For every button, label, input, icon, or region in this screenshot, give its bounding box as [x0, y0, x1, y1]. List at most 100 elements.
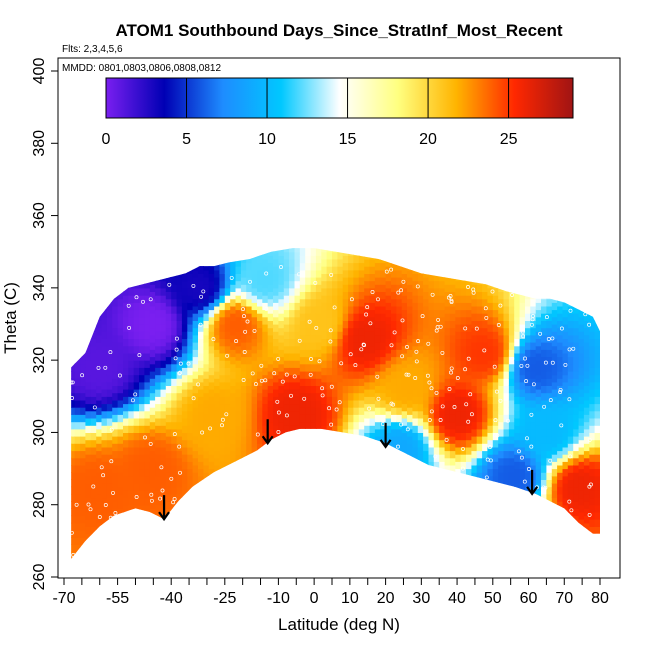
heatmap-cell [466, 418, 472, 426]
heatmap-cell [64, 400, 70, 408]
heatmap-cell [165, 457, 172, 466]
heatmap-cell [251, 381, 258, 390]
heatmap-cell [385, 403, 392, 412]
x-tick-label: -10 [267, 590, 290, 607]
heatmap-cell [128, 331, 135, 339]
heatmap-cell [391, 334, 397, 343]
heatmap-cell [578, 490, 585, 499]
heatmap-cell [546, 457, 553, 466]
heatmap-cell [466, 475, 472, 484]
heatmap-cell [391, 277, 397, 285]
heatmap-cell [514, 483, 521, 491]
heatmap-cell [348, 371, 355, 379]
heatmap-cell [203, 320, 210, 329]
heatmap-cell [101, 490, 108, 499]
heatmap-cell [412, 309, 419, 318]
heatmap-cell [428, 396, 435, 405]
heatmap-cell [573, 349, 580, 358]
heatmap-cell [433, 454, 440, 462]
heatmap-cell [64, 436, 70, 444]
heatmap-cell [71, 421, 76, 430]
heatmap-cell [299, 327, 306, 336]
observation-point [255, 432, 260, 437]
heatmap-cell [214, 414, 221, 423]
heatmap-cell [160, 446, 167, 455]
heatmap-cell [128, 446, 135, 455]
heatmap-cell [133, 324, 140, 332]
heatmap-cell [535, 439, 542, 448]
observation-point [519, 455, 524, 460]
heatmap-cell [128, 504, 135, 513]
heatmap-cell [428, 439, 435, 448]
heatmap-cell [171, 457, 178, 466]
heatmap-cell [80, 392, 87, 401]
heatmap-cell [407, 356, 413, 365]
heatmap-cell [487, 418, 494, 426]
heatmap-cell [573, 378, 580, 386]
heatmap-cell [80, 472, 87, 480]
heatmap-cell [305, 378, 312, 386]
heatmap-cell [508, 399, 515, 408]
heatmap-cell [160, 287, 167, 296]
heatmap-cell [353, 248, 360, 256]
heatmap-cell [380, 262, 387, 271]
heatmap-cell [192, 392, 199, 401]
heatmap-cell [589, 425, 596, 433]
heatmap-cell [433, 403, 440, 412]
heatmap-cell [514, 324, 521, 332]
heatmap-cell [139, 490, 145, 499]
observation-point [308, 372, 313, 377]
heatmap-cell [321, 367, 328, 376]
heatmap-cell [128, 454, 135, 462]
heatmap-cell [128, 389, 135, 397]
observation-point [399, 422, 404, 427]
heatmap-cell [235, 338, 242, 347]
heatmap-cell [332, 338, 338, 347]
heatmap-cell [498, 385, 505, 394]
heatmap-cell [149, 465, 156, 473]
heatmap-cell [525, 320, 531, 329]
heatmap-cell [117, 327, 124, 336]
heatmap-cell [112, 421, 119, 430]
heatmap-cell [337, 316, 344, 325]
heatmap-cell [428, 280, 435, 289]
heatmap-cell [187, 446, 194, 455]
heatmap-cell [428, 360, 435, 368]
heatmap-cell [219, 324, 226, 332]
heatmap-cell [417, 410, 424, 419]
heatmap-cell [165, 356, 172, 365]
heatmap-cell [578, 381, 585, 390]
heatmap-cell [482, 356, 489, 365]
heatmap-cell [562, 475, 569, 484]
heatmap-cell [273, 295, 279, 303]
heatmap-cell [337, 352, 344, 361]
heatmap-cell [460, 381, 467, 390]
observation-point [159, 465, 164, 470]
heatmap-cell [455, 367, 462, 376]
heatmap-cell [417, 258, 424, 267]
observation-point [349, 297, 354, 302]
heatmap-cell [283, 425, 290, 433]
heatmap-cell [278, 269, 285, 278]
heatmap-cell [123, 454, 129, 462]
heatmap-cell [541, 428, 547, 437]
heatmap-cell [428, 374, 435, 383]
heatmap-cell [348, 277, 355, 285]
observation-point [252, 328, 257, 333]
heatmap-cell [251, 446, 258, 455]
heatmap-cell [203, 443, 210, 452]
heatmap-cell [85, 367, 92, 376]
heatmap-cell [326, 266, 333, 274]
heatmap-cell [482, 436, 489, 444]
heatmap-cell [139, 352, 145, 361]
heatmap-cell [567, 493, 574, 502]
x-tick-label: 60 [520, 590, 538, 607]
heatmap-cell [310, 320, 317, 329]
heatmap-cell [428, 425, 435, 433]
heatmap-cell [315, 428, 322, 437]
heatmap-cell [240, 392, 247, 401]
heatmap-cell [315, 349, 322, 358]
x-axis-label: Latitude (deg N) [278, 615, 400, 634]
heatmap-cell [546, 479, 553, 488]
heatmap-cell [374, 334, 381, 343]
